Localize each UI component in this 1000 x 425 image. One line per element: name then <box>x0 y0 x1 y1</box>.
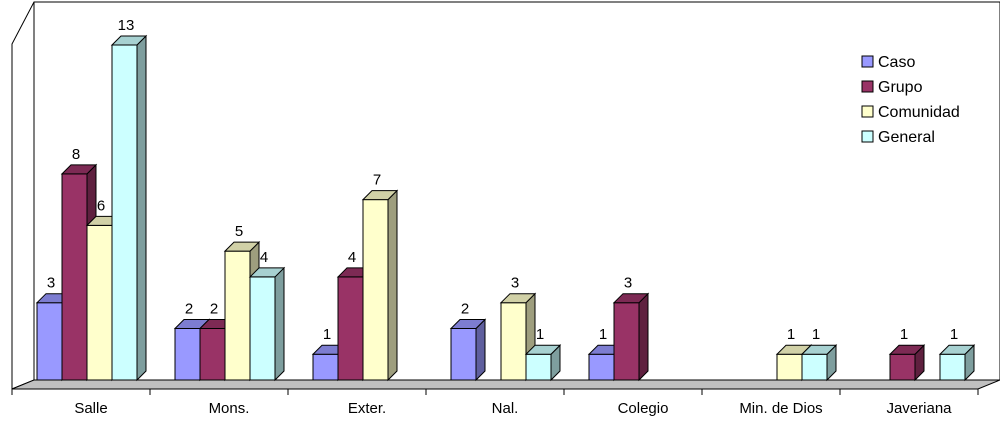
bar-side-face <box>638 292 649 382</box>
chart-floor <box>11 379 1000 390</box>
data-label: 7 <box>373 172 381 189</box>
data-label: 2 <box>185 300 193 317</box>
bar-general-5 <box>800 344 838 382</box>
bar-general-1 <box>248 266 286 382</box>
bar-top-face <box>361 190 399 201</box>
bar-side-face <box>274 266 285 382</box>
bar-front-face <box>312 353 339 381</box>
bar-top-face <box>524 344 562 355</box>
bar-front-face <box>500 302 527 381</box>
legend-label: Caso <box>878 54 915 71</box>
bar-front-face <box>613 302 640 381</box>
bar-top-face <box>110 35 148 46</box>
bar-front-face <box>199 327 226 381</box>
bar-caso-3 <box>449 318 487 382</box>
bar-side-face <box>387 189 398 382</box>
bar-front-face <box>111 44 138 381</box>
bar-grupo-6 <box>888 344 926 382</box>
data-label: 8 <box>72 146 80 163</box>
data-label: 1 <box>900 326 908 343</box>
category-label: Exter. <box>348 400 386 417</box>
data-label: 5 <box>235 223 243 240</box>
data-label: 3 <box>511 275 519 292</box>
legend-label: Comunidad <box>878 104 960 121</box>
data-label: 3 <box>47 275 55 292</box>
legend-label: General <box>878 129 935 146</box>
bar-front-face <box>61 173 88 381</box>
data-label: 1 <box>950 326 958 343</box>
bar-front-face <box>588 353 615 381</box>
data-label: 6 <box>97 197 105 214</box>
data-label: 3 <box>624 275 632 292</box>
legend: Caso Grupo Comunidad General <box>861 54 960 146</box>
bar-front-face <box>249 276 276 381</box>
category-label: Javeriana <box>886 400 952 417</box>
legend-label: Grupo <box>878 79 923 96</box>
data-label: 1 <box>812 326 820 343</box>
bar-comunidad-2 <box>361 189 399 382</box>
legend-swatch <box>861 80 874 93</box>
bar-front-face <box>36 302 63 381</box>
data-label: 4 <box>348 249 356 266</box>
bar-front-face <box>174 327 201 381</box>
bar-front-face <box>362 199 389 381</box>
bar-front-face <box>776 353 803 381</box>
data-label: 13 <box>118 17 135 34</box>
bar-side-face <box>475 318 486 382</box>
data-label: 1 <box>536 326 544 343</box>
bar-front-face <box>801 353 828 381</box>
data-label: 1 <box>323 326 331 343</box>
bar-general-3 <box>524 344 562 382</box>
bar-top-face <box>60 164 98 175</box>
data-label: 1 <box>787 326 795 343</box>
data-label: 1 <box>599 326 607 343</box>
data-label: 2 <box>461 300 469 317</box>
category-label: Nal. <box>492 400 519 417</box>
bar-front-face <box>224 250 251 381</box>
legend-swatch <box>861 105 874 118</box>
bar-front-face <box>525 353 552 381</box>
legend-swatch <box>861 130 874 143</box>
data-label: 4 <box>260 249 268 266</box>
bar-general-0 <box>110 34 148 382</box>
data-label: 2 <box>210 300 218 317</box>
bar-top-face <box>248 267 286 278</box>
bar-front-face <box>86 224 113 381</box>
bar-top-face <box>800 344 838 355</box>
bar-top-face <box>449 318 487 329</box>
chart-frame <box>11 1 1000 395</box>
bar-top-face <box>499 293 537 304</box>
bars-group <box>35 34 976 382</box>
bar-grupo-4 <box>612 292 650 382</box>
legend-swatch <box>861 55 874 68</box>
bar-top-face <box>612 293 650 304</box>
bar-front-face <box>450 327 477 381</box>
bar-front-face <box>337 276 364 381</box>
bar-top-face <box>938 344 976 355</box>
category-label: Colegio <box>618 400 669 417</box>
bar-side-face <box>136 34 147 382</box>
bar-front-face <box>889 353 916 381</box>
bar-top-face <box>223 241 261 252</box>
category-label: Salle <box>74 400 107 417</box>
bar-front-face <box>939 353 966 381</box>
bar-general-6 <box>938 344 976 382</box>
category-label: Min. de Dios <box>739 400 822 417</box>
bar-top-face <box>888 344 926 355</box>
category-label: Mons. <box>209 400 250 417</box>
